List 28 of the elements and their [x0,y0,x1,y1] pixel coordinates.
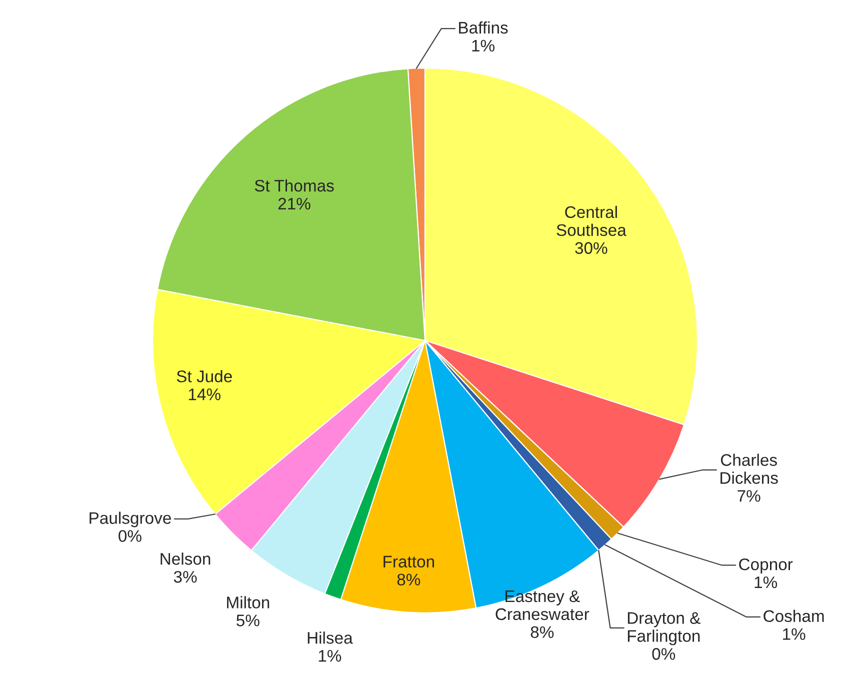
data-label: 1% [783,628,806,640]
slice-label: Charles Dickens [720,454,778,484]
text: 0% [652,648,676,660]
slice-label: Cosham [764,610,824,622]
data-label: 3% [174,570,197,583]
data-label: 8% [530,626,554,638]
data-label: 5% [236,614,260,626]
slice-label: Nelson [160,552,210,565]
text: 0% [118,530,142,542]
data-label: 1% [472,40,494,52]
slice-label: Fratton [384,556,434,568]
slice-label: Hilsea [308,632,353,644]
data-label: 21% [278,198,310,210]
slice-label: St Jude [176,370,232,382]
category-label: Drayton & Farlington [628,612,700,646]
slice-label: Milton [227,596,270,608]
slice-label: Eastney & Craneswater [496,590,590,620]
data-label: 7% [738,490,760,502]
legend-label: Paulsgrove [90,512,171,528]
slice-label: St Thomas [254,179,334,192]
slice-label: Central Southsea [556,206,626,236]
data-label: 1% [318,650,342,662]
data-label: 14% [188,388,220,400]
data-label: 8% [397,574,420,586]
data-label: 30% [575,242,608,254]
slice-label: Copnor [739,558,793,574]
data-label: 1% [754,576,778,588]
slice-label: Baffins [459,21,508,34]
